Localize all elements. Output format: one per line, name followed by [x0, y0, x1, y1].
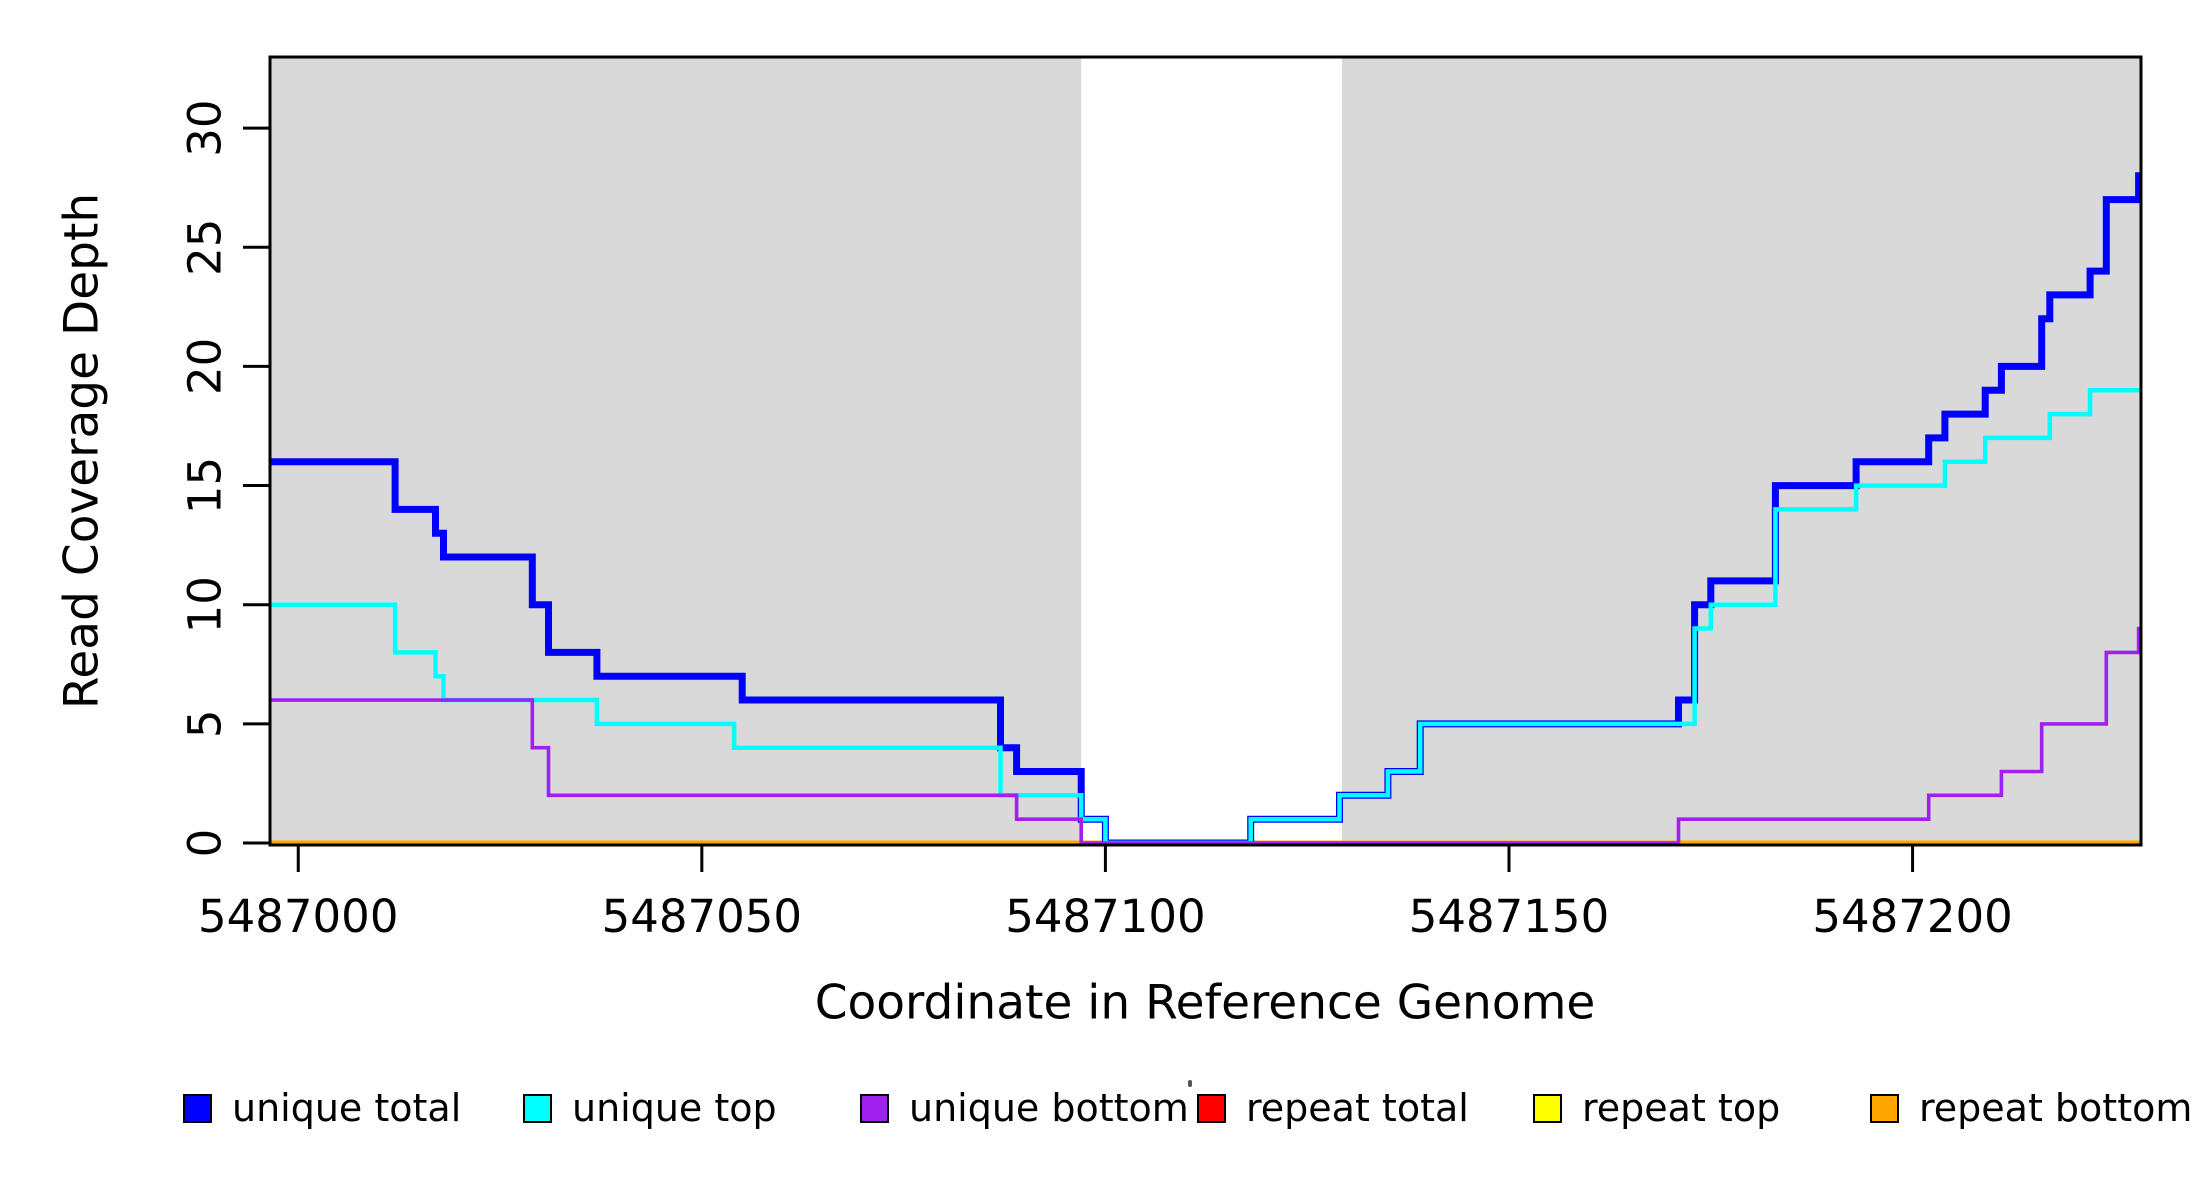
legend-label: repeat top — [1582, 1086, 1781, 1130]
legend-label: unique total — [232, 1086, 462, 1130]
series-unique-top — [270, 387, 2141, 846]
y-axis-title: Read Coverage Depth — [54, 192, 110, 710]
x-tick-label: 5487000 — [198, 890, 398, 943]
y-tick-label: 15 — [179, 457, 232, 514]
left-shaded-region — [270, 58, 1082, 844]
y-tick-label: 0 — [179, 829, 232, 858]
legend-item-repeat-bottom: repeat bottom — [1870, 1086, 2193, 1130]
x-tick-label: 5487050 — [602, 890, 802, 943]
y-tick-label: 20 — [179, 338, 232, 395]
x-tick-label: 5487150 — [1409, 890, 1609, 943]
series-unique-bottom — [270, 626, 2141, 845]
legend-item-unique-bottom: unique bottom — [860, 1086, 1189, 1130]
x-axis-title: Coordinate in Reference Genome — [814, 975, 1596, 1031]
y-tick-label: 25 — [179, 219, 232, 276]
legend-label: unique top — [572, 1086, 777, 1130]
legend-artifact-dot — [1188, 1080, 1192, 1087]
x-tick-label: 5487200 — [1812, 890, 2012, 943]
legend-swatch-repeat-total — [1197, 1093, 1226, 1123]
y-tick-label: 10 — [179, 576, 232, 633]
legend-swatch-repeat-bottom — [1870, 1093, 1899, 1123]
right-shaded-region — [1341, 58, 2141, 844]
y-tick-label: 30 — [179, 99, 232, 156]
legend-item-repeat-top: repeat top — [1533, 1086, 1781, 1130]
x-tick-label: 5487100 — [1005, 890, 1205, 943]
legend-item-unique-total: unique total — [183, 1086, 462, 1130]
legend-swatch-unique-top — [523, 1093, 552, 1123]
legend-swatch-unique-bottom — [860, 1093, 889, 1123]
plot-border — [268, 55, 2143, 847]
y-tick-label: 5 — [179, 710, 232, 739]
legend-label: unique bottom — [909, 1086, 1189, 1130]
legend-item-unique-top: unique top — [523, 1086, 777, 1130]
legend-label: repeat total — [1246, 1086, 1469, 1130]
legend-label: repeat bottom — [1919, 1086, 2193, 1130]
legend-item-repeat-total: repeat total — [1197, 1086, 1469, 1130]
legend-swatch-unique-total — [183, 1093, 212, 1123]
legend-swatch-repeat-top — [1533, 1093, 1562, 1123]
